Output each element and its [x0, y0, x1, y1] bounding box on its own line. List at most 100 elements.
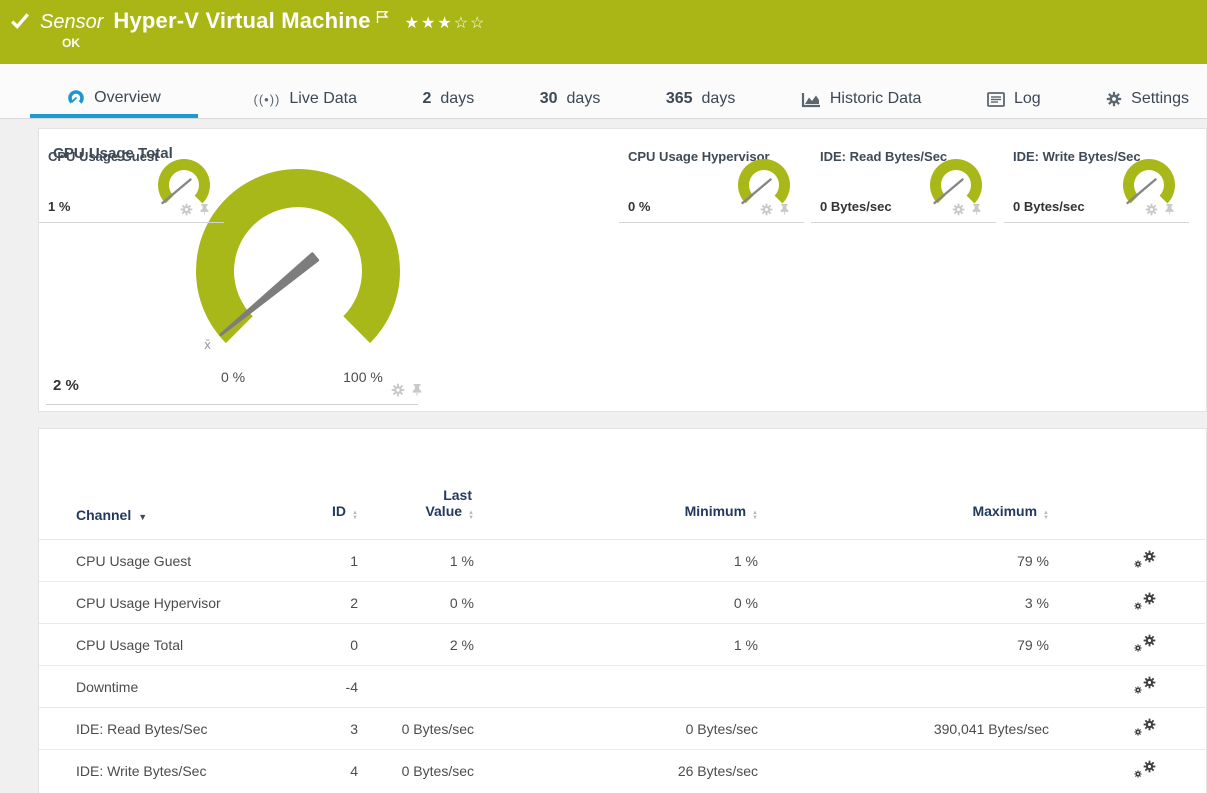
column-header-id[interactable]: ID ▲ ▼ [332, 503, 358, 521]
sensor-header: Sensor Hyper-V Virtual Machine ★★★☆☆ OK [0, 0, 1207, 64]
channel-name: CPU Usage Total [39, 623, 321, 666]
priority-stars[interactable]: ★★★☆☆ [404, 15, 487, 32]
tab-label: Log [1013, 90, 1041, 107]
sensor-title: Hyper-V Virtual Machine [113, 8, 371, 33]
table-row: IDE: Write Bytes/Sec 4 0 Bytes/sec 26 By… [39, 749, 1207, 792]
table-header-row: Channel ▼ ID ▲ ▼ Last Value ▲ ▼ Minimum ▲ ▼ Max… [39, 429, 1207, 540]
gear-icon[interactable] [1145, 203, 1158, 216]
channel-table: Channel ▼ ID ▲ ▼ Last Value ▲ ▼ Minimum ▲ ▼ Max… [39, 429, 1207, 792]
pin-icon[interactable] [411, 383, 423, 397]
channel-minimum: 0 Bytes/sec [474, 707, 758, 750]
panel-title: CPU Usage Total [53, 145, 173, 162]
gauge-scale-min: 0 % [220, 369, 246, 385]
channel-name: IDE: Read Bytes/Sec [39, 707, 321, 750]
tab-overview[interactable]: Overview [30, 64, 198, 118]
tab-30-days[interactable]: 30 days [530, 64, 611, 118]
channel-last-value: 2 % [358, 623, 474, 666]
tab-number: 365 [665, 90, 693, 107]
channel-last-value [358, 665, 474, 708]
tab-label: Overview [94, 89, 161, 106]
column-header-maximum[interactable]: Maximum ▲ ▼ [972, 503, 1049, 521]
tab-label: Live Data [289, 90, 357, 107]
panel-divider [46, 404, 418, 405]
gear-icon[interactable] [180, 203, 193, 216]
gauge-icon [67, 89, 85, 107]
sort-icon: ▲ ▼ [752, 510, 758, 521]
gauge-current-value: 2 % [53, 377, 79, 394]
tab-label: days [440, 90, 475, 107]
channel-id: 2 [321, 581, 358, 624]
sort-desc-icon: ▼ [138, 512, 148, 522]
gauge-current-value: 0 Bytes/sec [820, 199, 892, 214]
live-data-icon: ((•)) [253, 91, 281, 107]
sort-icon: ▲ ▼ [352, 510, 358, 521]
channel-last-value: 0 Bytes/sec [358, 749, 474, 792]
mini-gauge-panel-ide-read: IDE: Read Bytes/Sec 0 Bytes/sec [811, 137, 996, 223]
channel-id: 4 [321, 749, 358, 792]
historic-data-icon [801, 91, 821, 108]
tab-log[interactable]: Log [977, 64, 1051, 118]
channel-last-value: 0 Bytes/sec [358, 707, 474, 750]
channel-minimum: 26 Bytes/sec [474, 749, 758, 792]
column-header-channel[interactable]: Channel ▼ [76, 507, 148, 523]
column-header-minimum[interactable]: Minimum ▲ ▼ [684, 503, 758, 521]
gauge-current-value: 0 % [628, 199, 651, 214]
channel-id: 0 [321, 623, 358, 666]
tab-settings[interactable]: Settings [1096, 64, 1199, 118]
cpu-total-gauge: x̄ [196, 168, 400, 352]
channel-settings-gear-icon[interactable] [1134, 550, 1156, 568]
tab-live-data[interactable]: ((•)) Live Data [244, 64, 367, 118]
pin-icon[interactable] [779, 203, 790, 216]
channel-minimum: 1 % [474, 623, 758, 666]
status-check-icon [11, 13, 30, 30]
channel-maximum: 79 % [758, 539, 1049, 582]
column-header-actions [1049, 429, 1207, 540]
channel-settings-gear-icon[interactable] [1134, 760, 1156, 778]
channel-maximum: 79 % [758, 623, 1049, 666]
tab-label: Settings [1131, 90, 1189, 107]
panel-title: CPU Usage Guest [48, 149, 159, 164]
table-row: Downtime -4 [39, 665, 1207, 708]
channel-name: IDE: Write Bytes/Sec [39, 749, 321, 792]
pin-icon[interactable] [199, 203, 210, 216]
channel-settings-gear-icon[interactable] [1134, 676, 1156, 694]
table-row: CPU Usage Hypervisor 2 0 % 0 % 3 % [39, 581, 1207, 624]
sensor-type-label: Sensor [40, 11, 104, 33]
tab-number: 30 [539, 90, 558, 107]
tab-365-days[interactable]: 365 days [656, 64, 746, 118]
tab-number: 2 [422, 90, 432, 107]
channel-table-card: Channel ▼ ID ▲ ▼ Last Value ▲ ▼ Minimum ▲ ▼ Max… [38, 428, 1207, 793]
tab-bar: Overview ((•)) Live Data 2 days 30 days … [0, 64, 1207, 119]
panel-title: CPU Usage Hypervisor [628, 149, 770, 164]
channel-id: 3 [321, 707, 358, 750]
channel-maximum [758, 749, 1049, 792]
channel-last-value: 1 % [358, 539, 474, 582]
mini-gauge-panel-ide-write: IDE: Write Bytes/Sec 0 Bytes/sec [1004, 137, 1189, 223]
tab-label: days [566, 90, 601, 107]
tab-label: days [701, 90, 736, 107]
mean-marker: x̄ [204, 338, 211, 352]
flag-icon[interactable] [376, 10, 389, 24]
sensor-status-badge: OK [62, 36, 80, 50]
channel-settings-gear-icon[interactable] [1134, 592, 1156, 610]
gear-icon[interactable] [952, 203, 965, 216]
table-row: CPU Usage Guest 1 1 % 1 % 79 % [39, 539, 1207, 582]
channel-name: Downtime [39, 665, 321, 708]
tab-label: Historic Data [829, 90, 922, 107]
tab-historic-data[interactable]: Historic Data [791, 64, 932, 118]
channel-name: CPU Usage Hypervisor [39, 581, 321, 624]
column-header-last-value[interactable]: Last Value ▲ ▼ [425, 487, 474, 521]
table-row: CPU Usage Total 0 2 % 1 % 79 % [39, 623, 1207, 666]
gear-icon[interactable] [760, 203, 773, 216]
pin-icon[interactable] [971, 203, 982, 216]
gear-icon[interactable] [391, 383, 405, 397]
channel-minimum: 0 % [474, 581, 758, 624]
pin-icon[interactable] [1164, 203, 1175, 216]
gauge-scale-max: 100 % [343, 369, 383, 385]
sort-icon: ▲ ▼ [468, 510, 474, 521]
channel-settings-gear-icon[interactable] [1134, 634, 1156, 652]
tab-2-days[interactable]: 2 days [413, 64, 485, 118]
sort-icon: ▲ ▼ [1043, 510, 1049, 521]
channel-settings-gear-icon[interactable] [1134, 718, 1156, 736]
panel-title: IDE: Read Bytes/Sec [820, 149, 948, 164]
